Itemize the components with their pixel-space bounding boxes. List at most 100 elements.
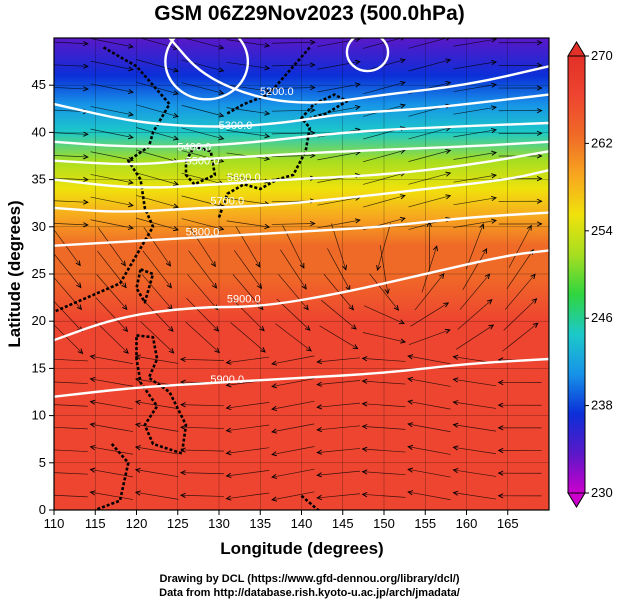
streamline — [506, 249, 534, 289]
streamline-arrowhead — [445, 171, 452, 177]
colorbar-tick-label: 262 — [591, 135, 613, 150]
streamline-arrowhead — [83, 131, 89, 137]
streamline-arrowhead — [122, 326, 129, 333]
coastlines — [54, 46, 349, 510]
streamline — [90, 83, 133, 93]
streamline-arrowhead — [264, 223, 271, 229]
credit-data-source: Data from http://database.rish.kyoto-u.a… — [159, 587, 460, 599]
streamline-arrowhead — [407, 444, 414, 450]
streamline-arrowhead — [304, 325, 311, 331]
contour-line — [54, 121, 549, 148]
streamline-arrowhead — [218, 67, 225, 73]
streamline — [453, 424, 497, 432]
streamline — [54, 223, 88, 226]
streamline-arrowhead — [491, 195, 497, 202]
streamline-arrowhead — [45, 402, 50, 406]
streamline — [187, 274, 218, 310]
streamline-arrowhead — [309, 107, 316, 113]
streamline-arrowhead — [271, 360, 278, 366]
chart-title: GSM 06Z29Nov2023 (500.0hPa) — [154, 2, 465, 25]
streamline-arrowhead — [316, 358, 323, 365]
x-tick-label: 130 — [208, 516, 230, 531]
streamline-arrowhead — [361, 492, 368, 498]
contour-label: 5800.0 — [186, 227, 220, 239]
streamline — [231, 298, 265, 331]
streamline-arrowhead — [271, 428, 278, 434]
streamline — [136, 217, 179, 231]
streamline — [414, 273, 445, 311]
streamline-arrowhead — [361, 356, 368, 362]
streamline-arrowhead — [342, 264, 348, 271]
y-axis-label: Latitude (degrees) — [5, 200, 24, 347]
streamline-arrowhead — [134, 445, 141, 451]
streamline-arrowhead — [303, 304, 309, 311]
streamline — [455, 324, 494, 350]
streamline-arrowhead — [484, 273, 491, 280]
streamline — [408, 329, 450, 346]
streamline-arrowhead — [486, 299, 493, 305]
streamline-arrowhead — [256, 283, 263, 290]
streamline-arrowhead — [83, 199, 89, 205]
streamline — [135, 401, 179, 410]
coastline — [135, 334, 188, 455]
streamline — [317, 357, 361, 363]
streamline — [508, 225, 532, 268]
streamline-arrowhead — [83, 40, 89, 47]
streamline-arrowhead — [452, 468, 459, 474]
streamline-arrowhead — [45, 448, 50, 452]
contour-line — [54, 357, 549, 398]
streamline-arrowhead — [445, 81, 452, 87]
streamline — [95, 297, 128, 332]
streamline — [135, 446, 179, 455]
streamline-arrowhead — [213, 326, 220, 332]
streamline — [226, 107, 270, 115]
streamline-arrowhead — [491, 60, 497, 66]
streamline — [363, 81, 405, 95]
streamline-arrowhead — [376, 265, 382, 272]
y-tick-label: 5 — [39, 455, 46, 470]
streamline — [503, 298, 537, 331]
streamline — [181, 195, 224, 208]
colorbar-bottom-triangle — [567, 492, 586, 508]
streamline-arrowhead — [225, 427, 232, 433]
closed-contour — [345, 38, 390, 73]
streamline — [181, 104, 224, 117]
colorbar: 230 238 246 254 262 270 — [567, 41, 613, 508]
streamline-arrowhead — [445, 58, 452, 64]
streamline — [317, 425, 361, 431]
streamline-arrowhead — [77, 348, 84, 355]
streamline — [317, 402, 361, 408]
streamline — [362, 403, 406, 408]
streamline-arrowhead — [225, 382, 232, 388]
streamline — [90, 151, 133, 161]
streamline — [502, 322, 538, 352]
streamline — [54, 229, 81, 266]
streamline — [181, 150, 224, 162]
streamline — [408, 468, 451, 478]
y-tick-label: 10 — [32, 408, 46, 423]
streamline-arrowhead — [83, 176, 89, 183]
streamline-arrowhead — [452, 445, 459, 451]
contour-line — [168, 38, 549, 104]
streamline — [362, 493, 406, 498]
streamline — [465, 223, 484, 270]
streamline — [135, 491, 179, 500]
streamline — [271, 64, 315, 67]
x-tick-label: 140 — [291, 516, 313, 531]
streamline — [363, 149, 405, 163]
streamline-arrowhead — [83, 86, 89, 92]
streamline — [453, 84, 497, 92]
streamline-arrowhead — [168, 348, 175, 354]
streamline-arrowhead — [398, 319, 405, 325]
streamline — [226, 492, 270, 500]
streamline-arrowhead — [134, 422, 141, 428]
streamline-arrowhead — [400, 338, 407, 344]
streamline — [453, 106, 497, 115]
streamline-arrowhead — [123, 348, 129, 354]
streamline — [235, 226, 261, 268]
streamline — [185, 321, 220, 353]
streamline-arrowhead — [445, 149, 452, 154]
streamline — [362, 425, 406, 430]
streamline — [181, 494, 224, 497]
contour-label: 5300.0 — [219, 120, 253, 132]
